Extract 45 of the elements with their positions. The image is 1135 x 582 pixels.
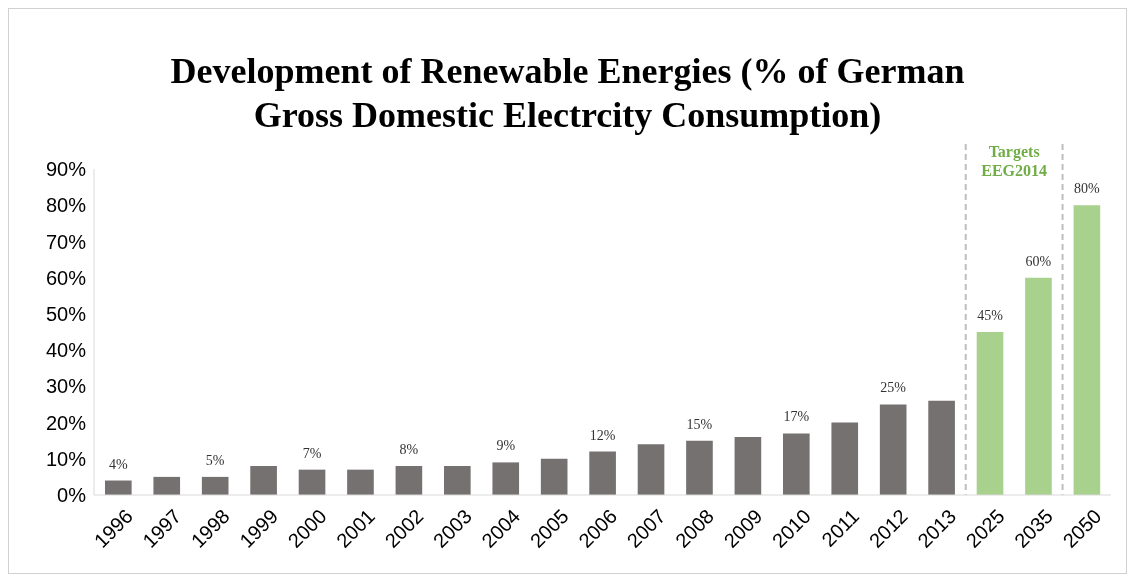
bar <box>250 466 277 495</box>
y-tick-label: 50% <box>45 302 87 325</box>
bar <box>831 422 859 495</box>
y-tick-label: 90% <box>45 158 87 181</box>
y-tick-label: 40% <box>45 339 87 362</box>
data-label: 80% <box>1074 181 1101 197</box>
bar <box>153 476 181 495</box>
data-label: 8% <box>399 442 419 458</box>
bar <box>298 469 326 495</box>
y-tick-label: 20% <box>45 411 87 434</box>
bar <box>637 444 665 495</box>
chart-title: Development of Renewable Energies (% of German Gross Domestic Electrcity Consumption) <box>169 50 966 137</box>
y-tick-label: 70% <box>45 230 87 253</box>
bar <box>589 451 616 495</box>
y-tick-label: 0% <box>57 484 87 507</box>
bar <box>105 480 132 495</box>
data-label: 45% <box>977 308 1004 323</box>
y-tick-label: 60% <box>45 266 87 289</box>
data-label: 15% <box>686 416 713 432</box>
annotation: Targets EEG2014 <box>981 143 1048 179</box>
data-label: 5% <box>205 452 225 468</box>
bar <box>1073 205 1101 495</box>
bar <box>347 469 374 495</box>
bar <box>879 404 907 495</box>
data-label: 9% <box>496 438 516 454</box>
bar <box>1025 277 1052 495</box>
bar <box>201 476 229 495</box>
bar <box>540 458 568 495</box>
data-label: 60% <box>1025 253 1052 269</box>
y-tick-label: 30% <box>45 375 87 398</box>
data-label: 12% <box>589 427 616 443</box>
bar <box>444 466 471 495</box>
bar <box>783 433 810 495</box>
data-label: 17% <box>783 409 810 425</box>
data-label: 4% <box>108 456 128 472</box>
bar <box>734 437 762 495</box>
bar <box>928 400 955 495</box>
bar <box>492 462 520 495</box>
y-tick-label: 80% <box>45 194 87 217</box>
data-label: 25% <box>880 380 907 396</box>
y-tick-label: 10% <box>45 447 87 470</box>
bar <box>976 332 1004 495</box>
data-label: 7% <box>302 445 322 461</box>
bar <box>686 440 713 495</box>
bar <box>395 466 423 495</box>
